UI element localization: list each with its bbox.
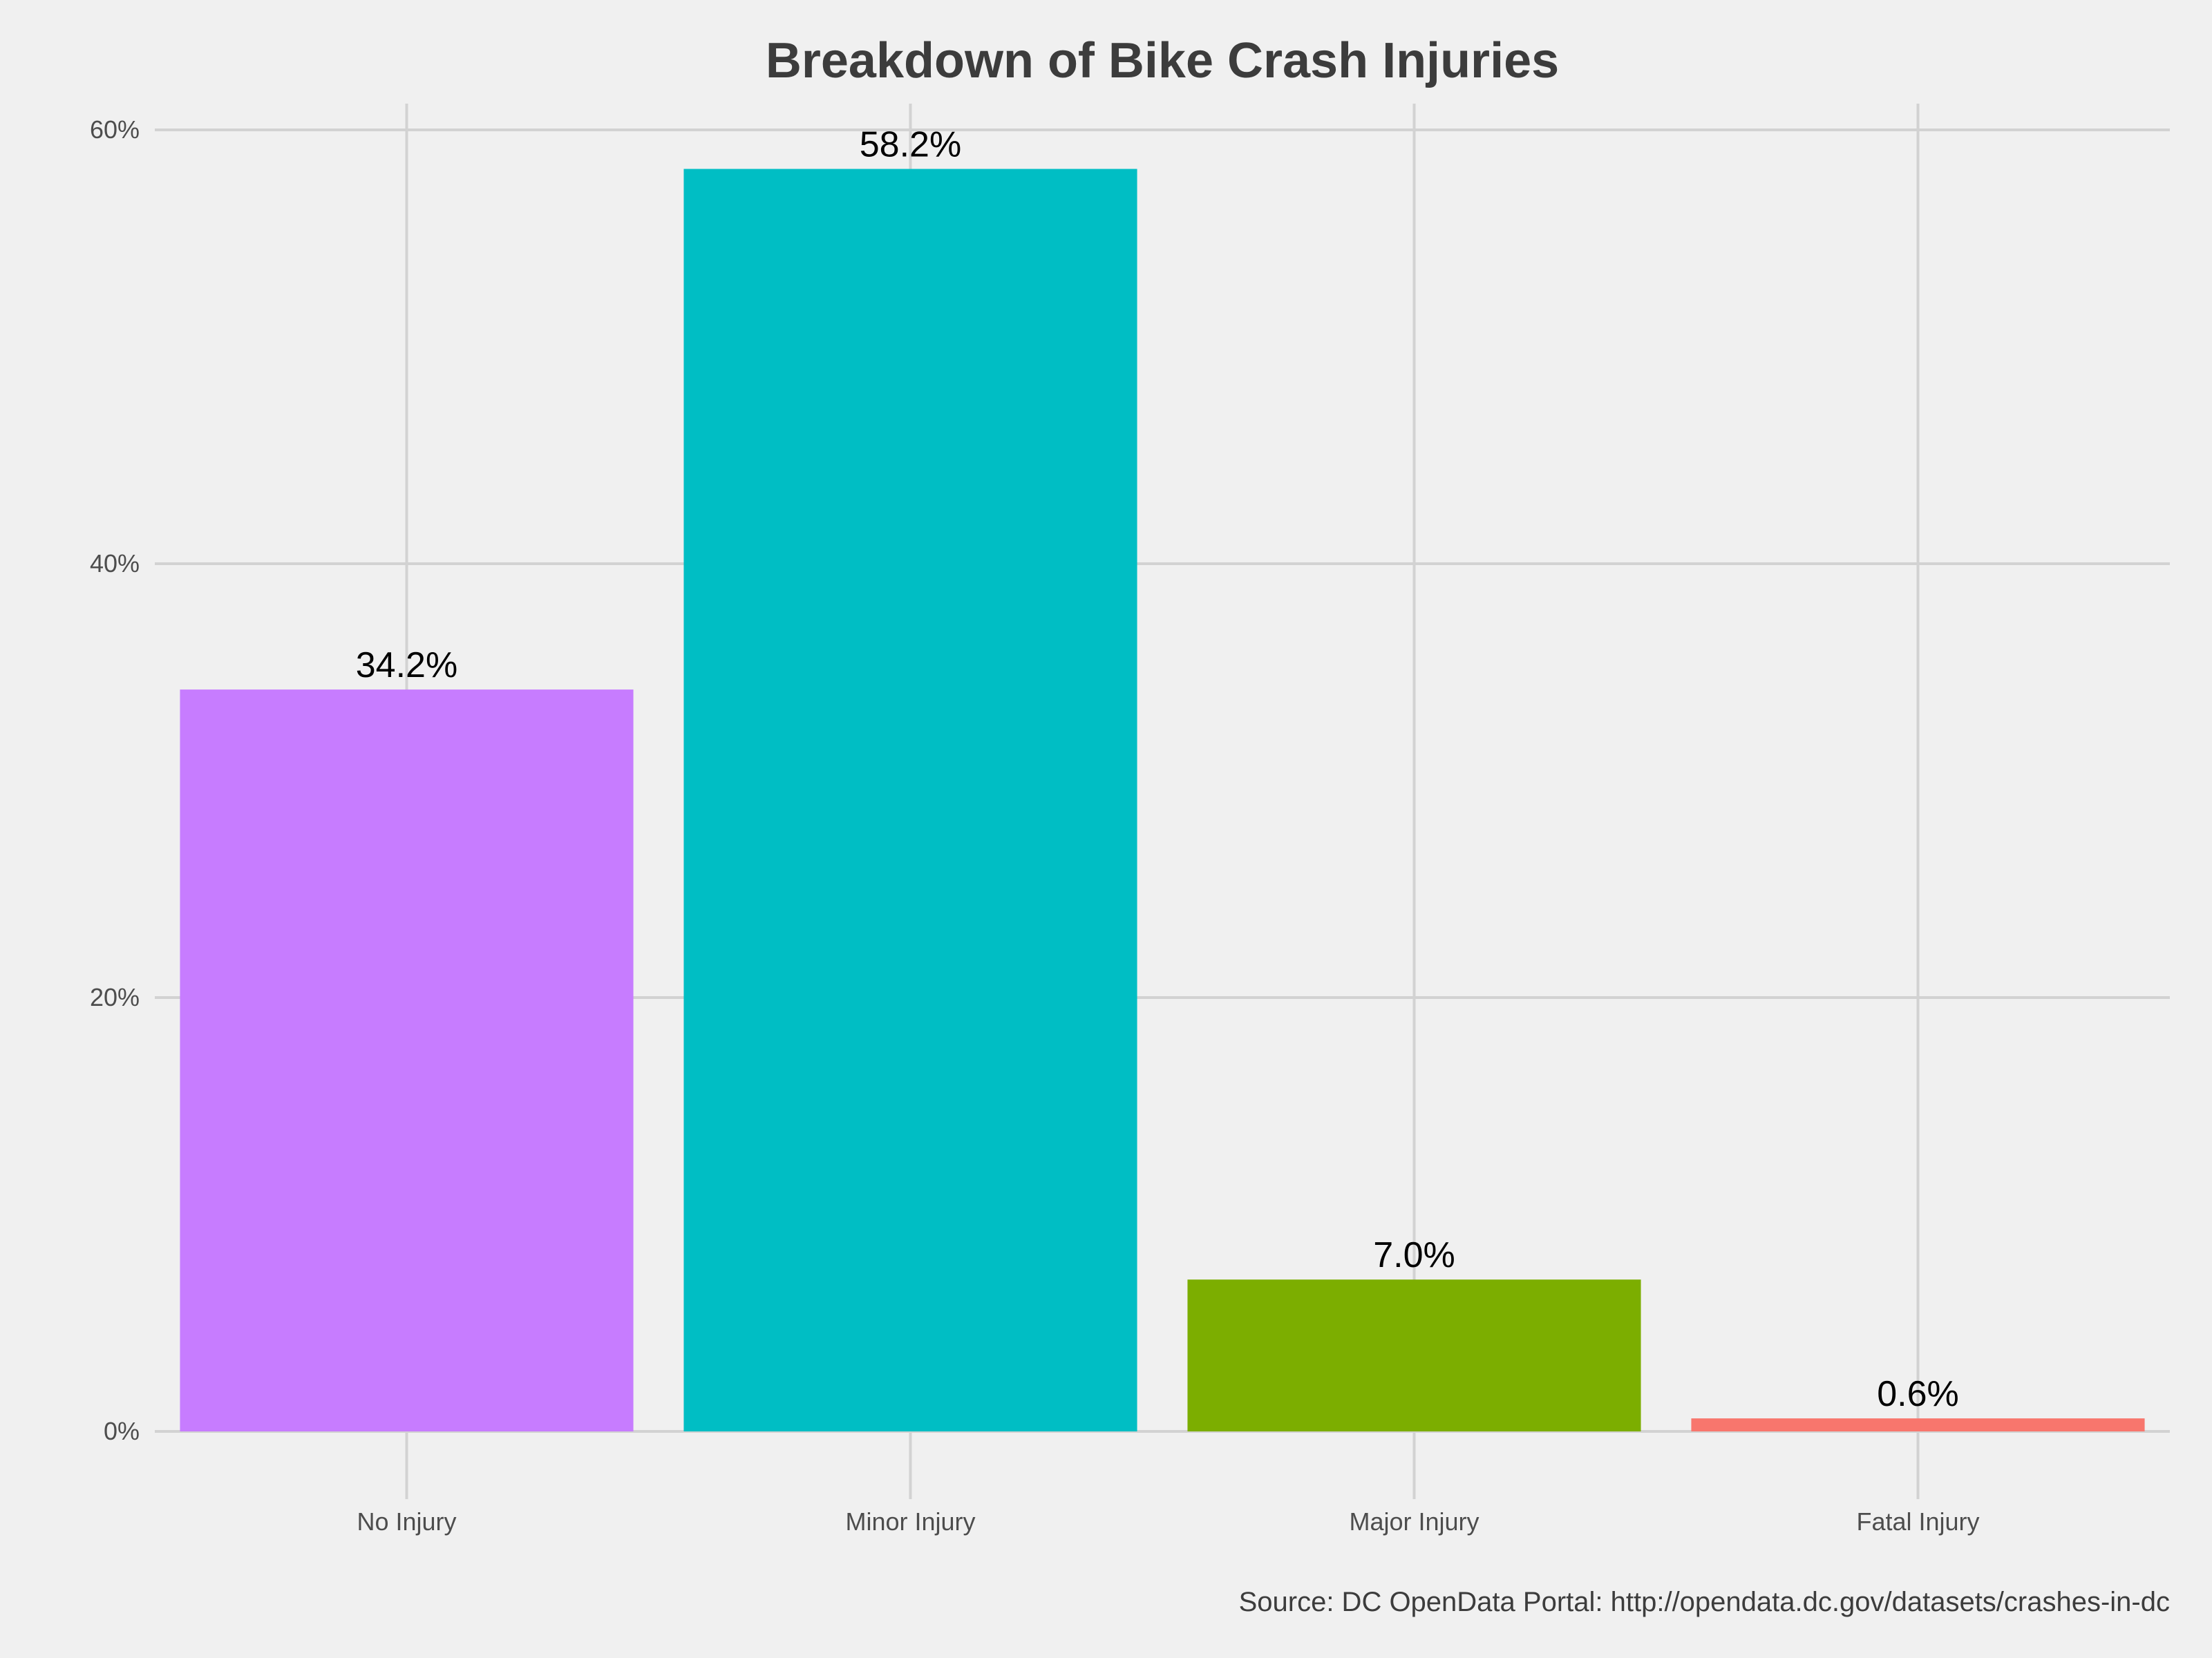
bar-value-label: 0.6%: [1877, 1374, 1959, 1414]
source-caption: Source: DC OpenData Portal: http://opend…: [1239, 1587, 2170, 1617]
bar: [1691, 1418, 2145, 1431]
x-tick-label: Fatal Injury: [1856, 1507, 1979, 1536]
bar-value-label: 7.0%: [1373, 1235, 1455, 1275]
y-tick-label: 40%: [90, 549, 140, 578]
x-tick-label: No Injury: [357, 1507, 456, 1536]
y-tick-label: 0%: [104, 1417, 140, 1445]
bar: [683, 169, 1137, 1431]
bar: [1187, 1279, 1641, 1431]
data-labels: 34.2% 58.2% 7.0% 0.6%: [356, 125, 1959, 1415]
y-tick-label: 60%: [90, 115, 140, 144]
x-tick-label: Major Injury: [1349, 1507, 1479, 1536]
bar-value-label: 34.2%: [356, 645, 457, 685]
y-axis-ticks: 0% 20% 40% 60%: [90, 115, 140, 1445]
y-tick-label: 20%: [90, 983, 140, 1011]
x-tick-label: Minor Injury: [845, 1507, 975, 1536]
bar: [180, 689, 634, 1431]
bars: [180, 169, 2145, 1431]
bar-value-label: 58.2%: [860, 125, 961, 165]
chart-title: Breakdown of Bike Crash Injuries: [766, 33, 1559, 88]
x-axis-ticks: No Injury Minor Injury Major Injury Fatal I…: [357, 1507, 1979, 1536]
